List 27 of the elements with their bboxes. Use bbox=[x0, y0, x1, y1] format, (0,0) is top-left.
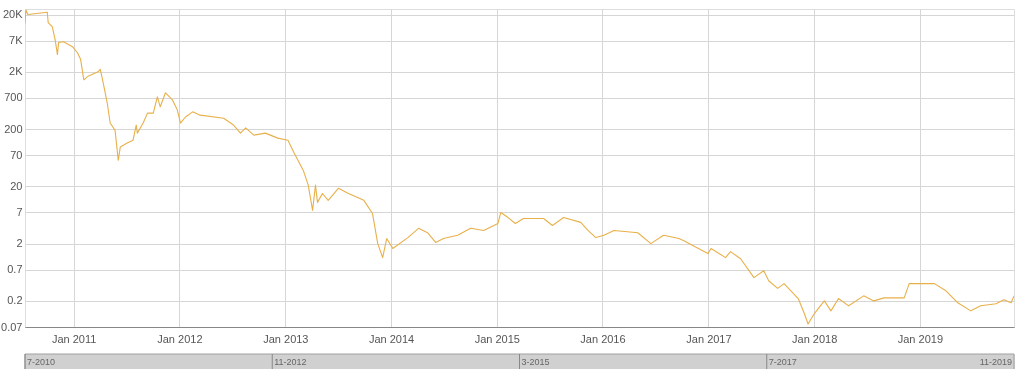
x-tick-label: Jan 2011 bbox=[51, 332, 97, 345]
y-tick-label: 0.07 bbox=[1, 320, 23, 333]
x-tick-label: Jan 2019 bbox=[897, 332, 944, 345]
y-tick-label: 2 bbox=[16, 237, 23, 250]
x-tick-label: Jan 2013 bbox=[263, 332, 309, 345]
text: 11-2019 bbox=[979, 357, 1012, 367]
y-tick-label: 7 bbox=[16, 205, 23, 218]
line-series bbox=[25, 9, 1014, 325]
y-tick-label: 70 bbox=[10, 148, 23, 161]
x-tick-label: Jan 2018 bbox=[792, 332, 838, 345]
x-tick-label: Jan 2015 bbox=[474, 332, 520, 345]
y-tick-label: 0.7 bbox=[7, 263, 23, 276]
y-tick-label: 7K bbox=[9, 34, 24, 47]
x-tick-label: Jan 2012 bbox=[157, 332, 203, 345]
x-tick-label: Jan 2017 bbox=[686, 332, 732, 345]
text: 7-2017 bbox=[768, 357, 797, 367]
x-tick-label: Jan 2016 bbox=[580, 332, 626, 345]
y-tick-label: 2K bbox=[9, 65, 24, 78]
y-tick-label: 700 bbox=[4, 91, 23, 104]
x-tick-label: Jan 2014 bbox=[368, 332, 415, 345]
y-tick-label: 20K bbox=[2, 8, 24, 21]
text: 7-2010 bbox=[27, 357, 56, 367]
y-tick-label: 200 bbox=[4, 122, 23, 135]
y-tick-label: 0.2 bbox=[7, 294, 23, 307]
text: 11-2012 bbox=[274, 357, 307, 367]
y-tick-label: 20 bbox=[10, 179, 23, 192]
text: 3-2015 bbox=[521, 357, 550, 367]
